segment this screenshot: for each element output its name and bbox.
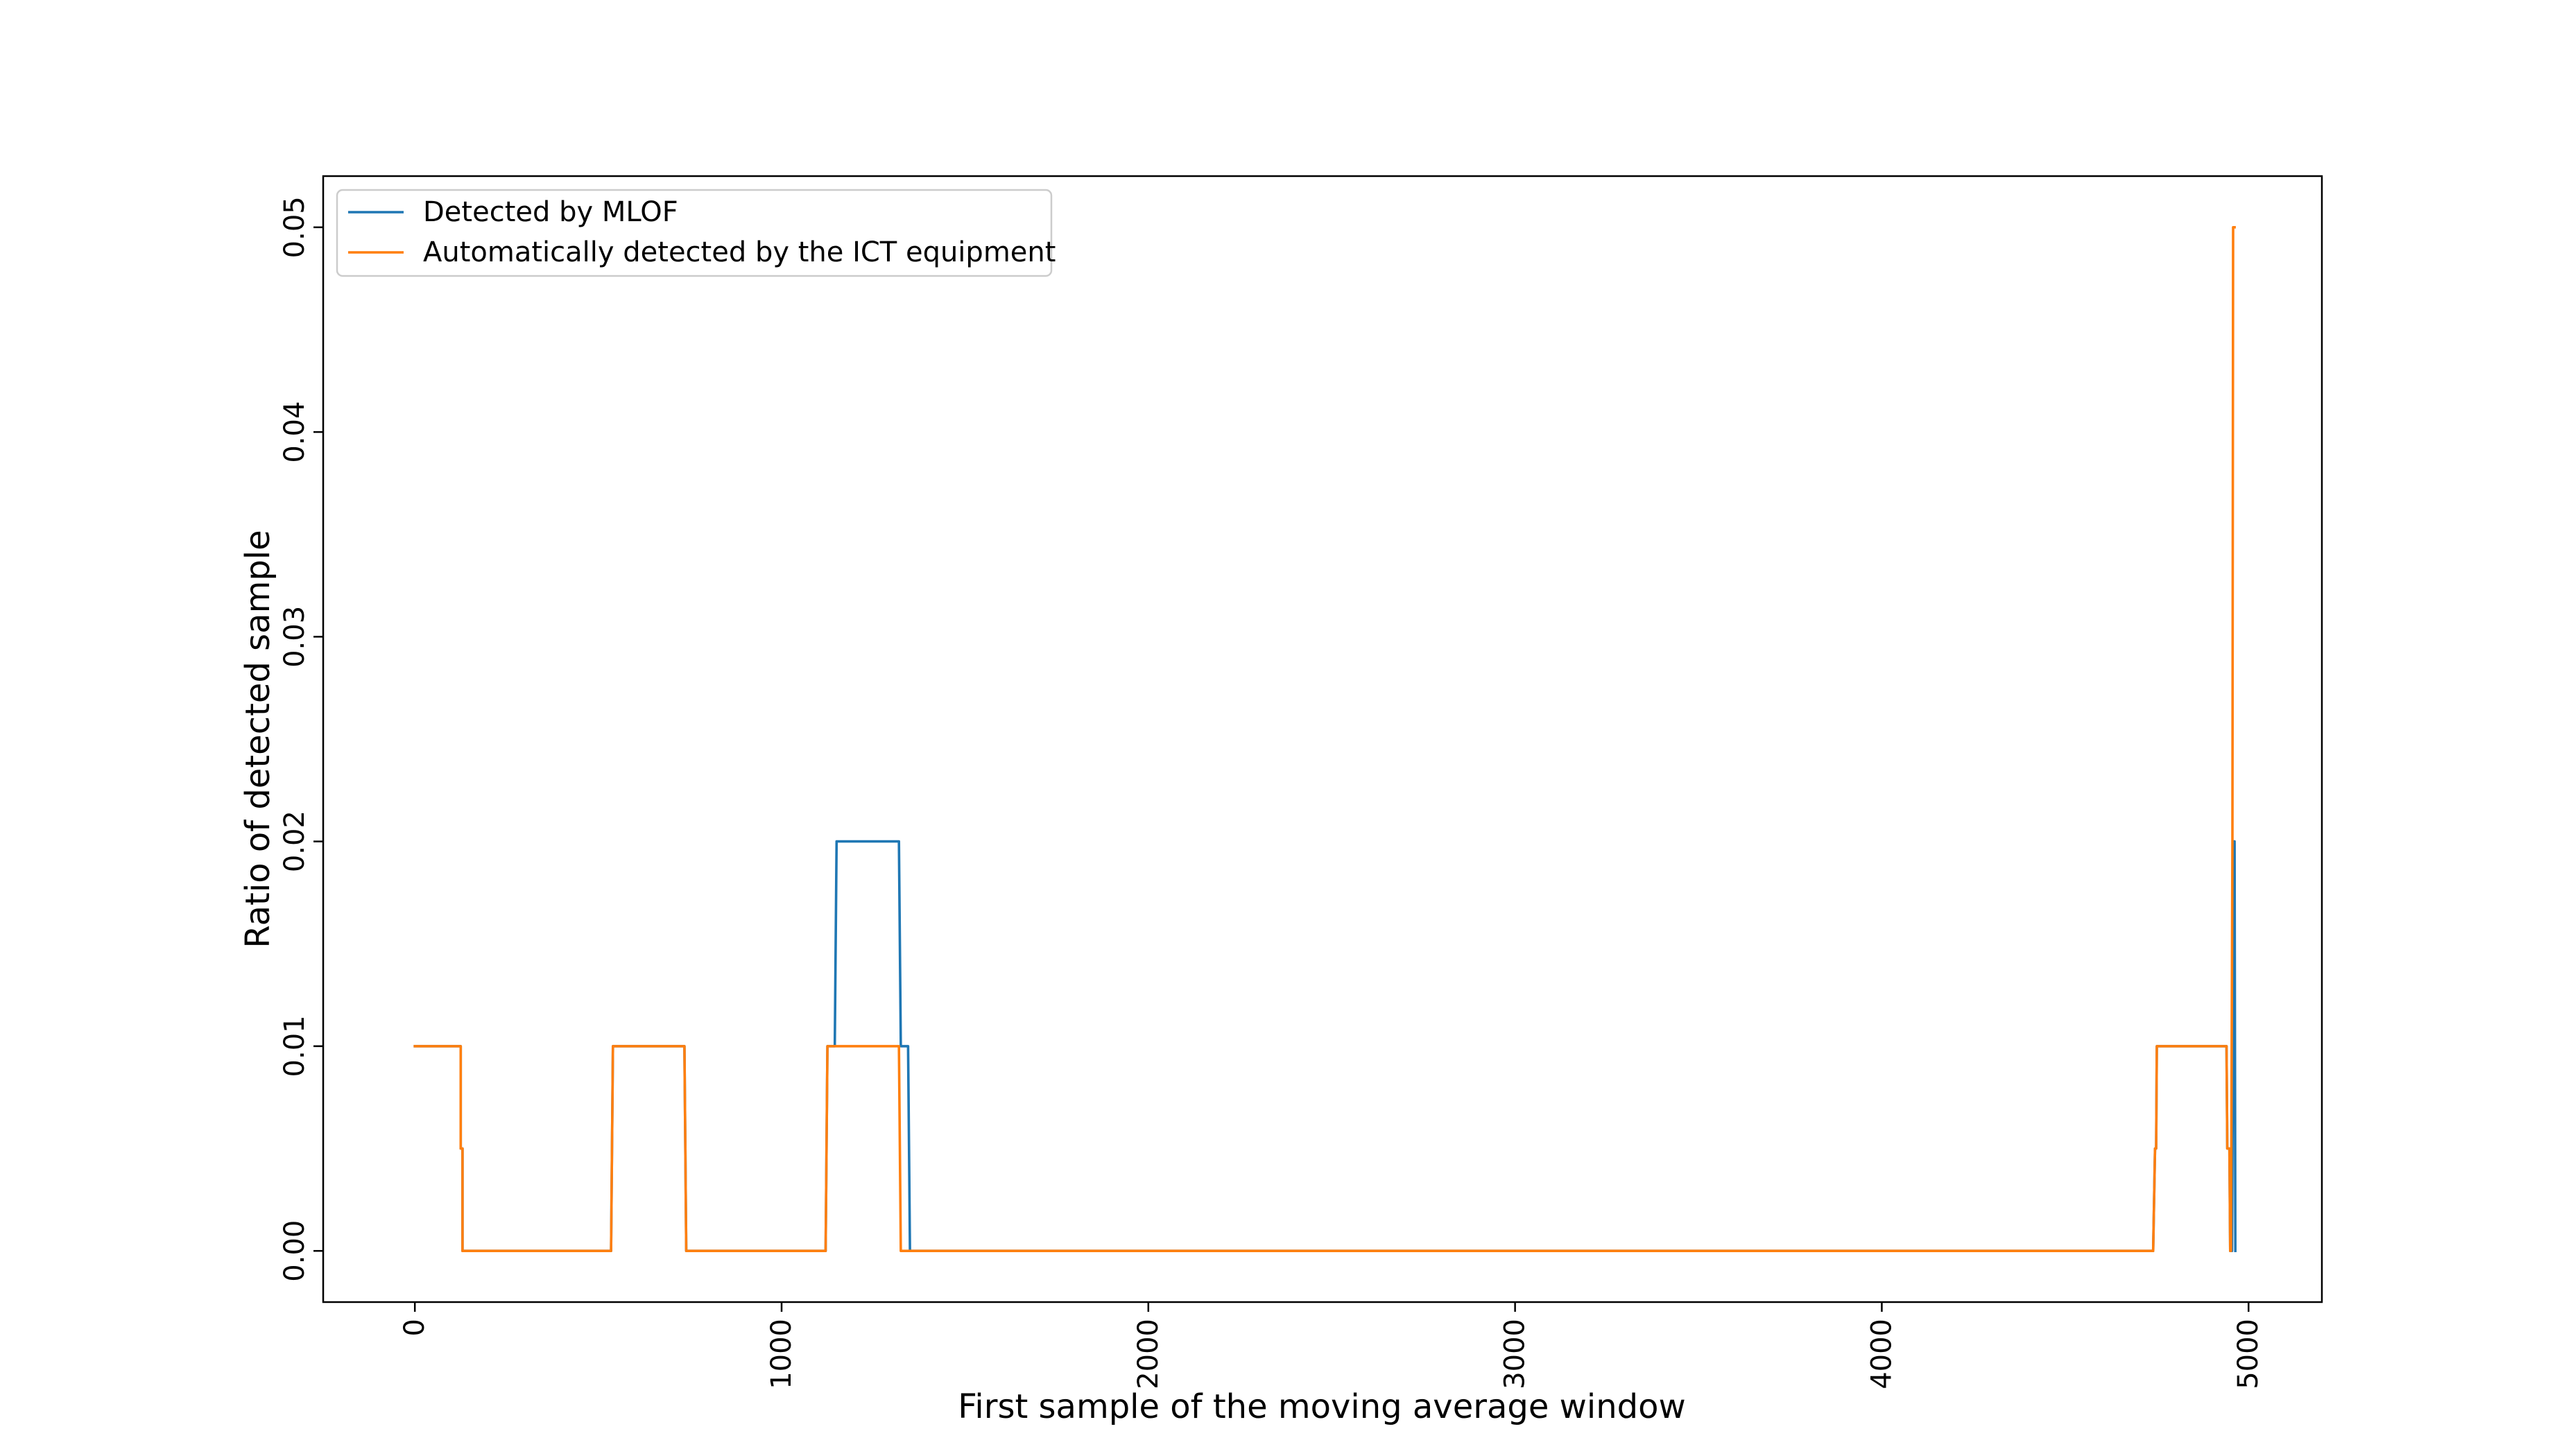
y-axis-label: Ratio of detected sample <box>239 530 277 948</box>
y-tick-label: 0.04 <box>279 401 311 463</box>
legend: Detected by MLOF Automatically detected b… <box>336 189 1056 277</box>
y-tick-label: 0.02 <box>279 811 311 872</box>
legend-box <box>336 189 1053 277</box>
x-tick-label: 4000 <box>1866 1319 1897 1389</box>
x-tick-label: 1000 <box>766 1319 798 1389</box>
y-tick-label: 0.03 <box>279 606 311 668</box>
x-axis-label: First sample of the moving average windo… <box>958 1387 1685 1426</box>
series-layer <box>413 226 2237 1253</box>
legend-label-1: Detected by MLOF <box>423 196 678 228</box>
plot-frame <box>322 175 2323 1303</box>
x-tick-label: 3000 <box>1499 1319 1531 1389</box>
y-tick-label: 0.01 <box>279 1015 311 1077</box>
series-line-2 <box>413 226 2236 1252</box>
x-axis: 0 1000 2000 3000 4000 5000 <box>399 1302 2264 1389</box>
y-axis: 0.00 0.01 0.02 0.03 0.04 0.05 <box>279 196 323 1282</box>
y-tick-label: 0.05 <box>279 196 311 258</box>
x-tick-label: 2000 <box>1133 1319 1164 1389</box>
x-tick-label: 0 <box>399 1319 431 1336</box>
legend-label-2: Automatically detected by the ICT equipm… <box>423 236 1056 268</box>
y-tick-label: 0.00 <box>279 1220 311 1282</box>
x-tick-label: 5000 <box>2232 1319 2264 1389</box>
